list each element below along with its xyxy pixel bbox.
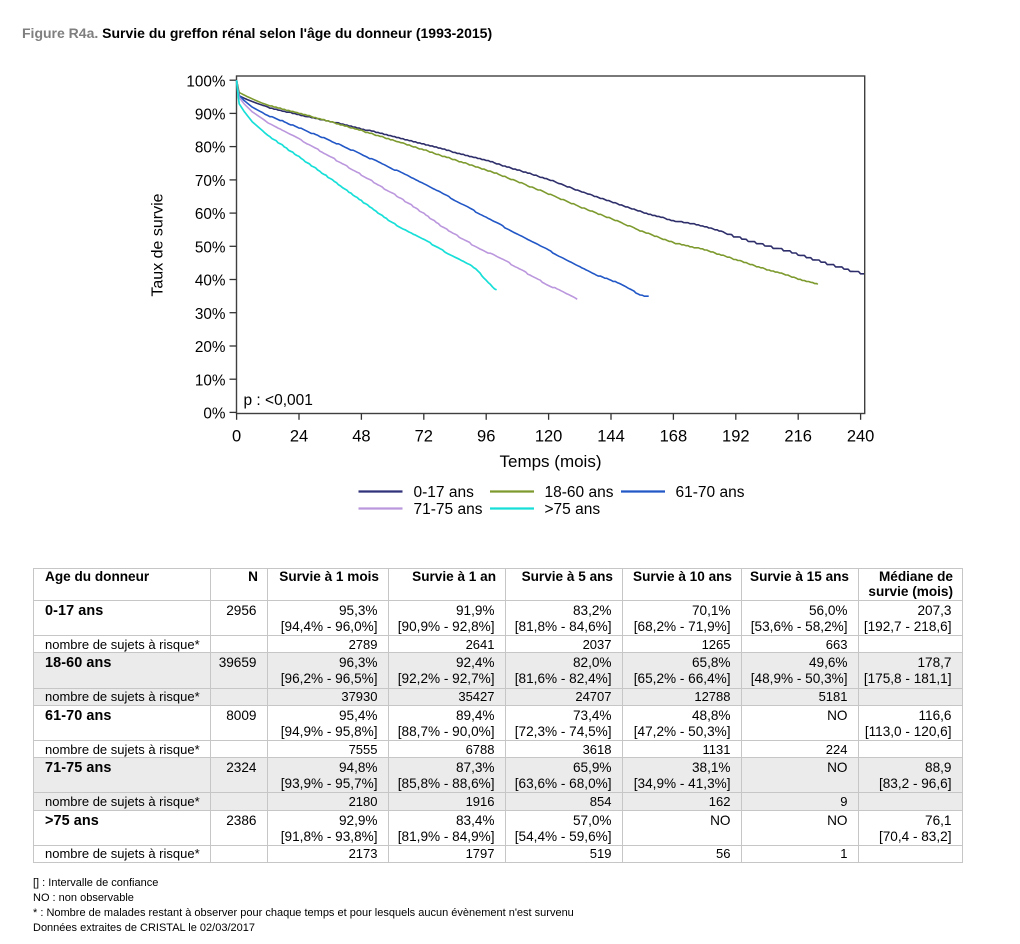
svg-text:20%: 20% [195, 339, 226, 356]
svg-text:>75 ans: >75 ans [545, 501, 601, 518]
svg-text:Taux de survie: Taux de survie [150, 193, 167, 296]
svg-text:0-17 ans: 0-17 ans [414, 484, 475, 501]
svg-text:71-75 ans: 71-75 ans [414, 501, 483, 518]
svg-text:61-70 ans: 61-70 ans [676, 484, 745, 501]
svg-text:240: 240 [847, 428, 875, 446]
svg-text:168: 168 [660, 428, 688, 446]
svg-text:100%: 100% [186, 73, 226, 90]
svg-text:0: 0 [232, 428, 241, 446]
svg-text:30%: 30% [195, 306, 226, 323]
svg-text:120: 120 [535, 428, 563, 446]
svg-text:10%: 10% [195, 372, 226, 389]
svg-text:p : <0,001: p : <0,001 [244, 392, 313, 409]
svg-text:60%: 60% [195, 206, 226, 223]
svg-text:48: 48 [352, 428, 370, 446]
svg-text:96: 96 [477, 428, 495, 446]
svg-text:144: 144 [597, 428, 625, 446]
svg-text:90%: 90% [195, 107, 226, 124]
svg-text:40%: 40% [195, 273, 226, 290]
svg-text:80%: 80% [195, 140, 226, 157]
svg-text:Temps (mois): Temps (mois) [499, 452, 601, 471]
svg-text:72: 72 [415, 428, 433, 446]
svg-text:70%: 70% [195, 173, 226, 190]
svg-text:50%: 50% [195, 239, 226, 256]
svg-text:18-60 ans: 18-60 ans [545, 484, 614, 501]
svg-text:216: 216 [784, 428, 812, 446]
svg-text:192: 192 [722, 428, 750, 446]
svg-text:24: 24 [290, 428, 308, 446]
svg-text:0%: 0% [203, 406, 226, 423]
